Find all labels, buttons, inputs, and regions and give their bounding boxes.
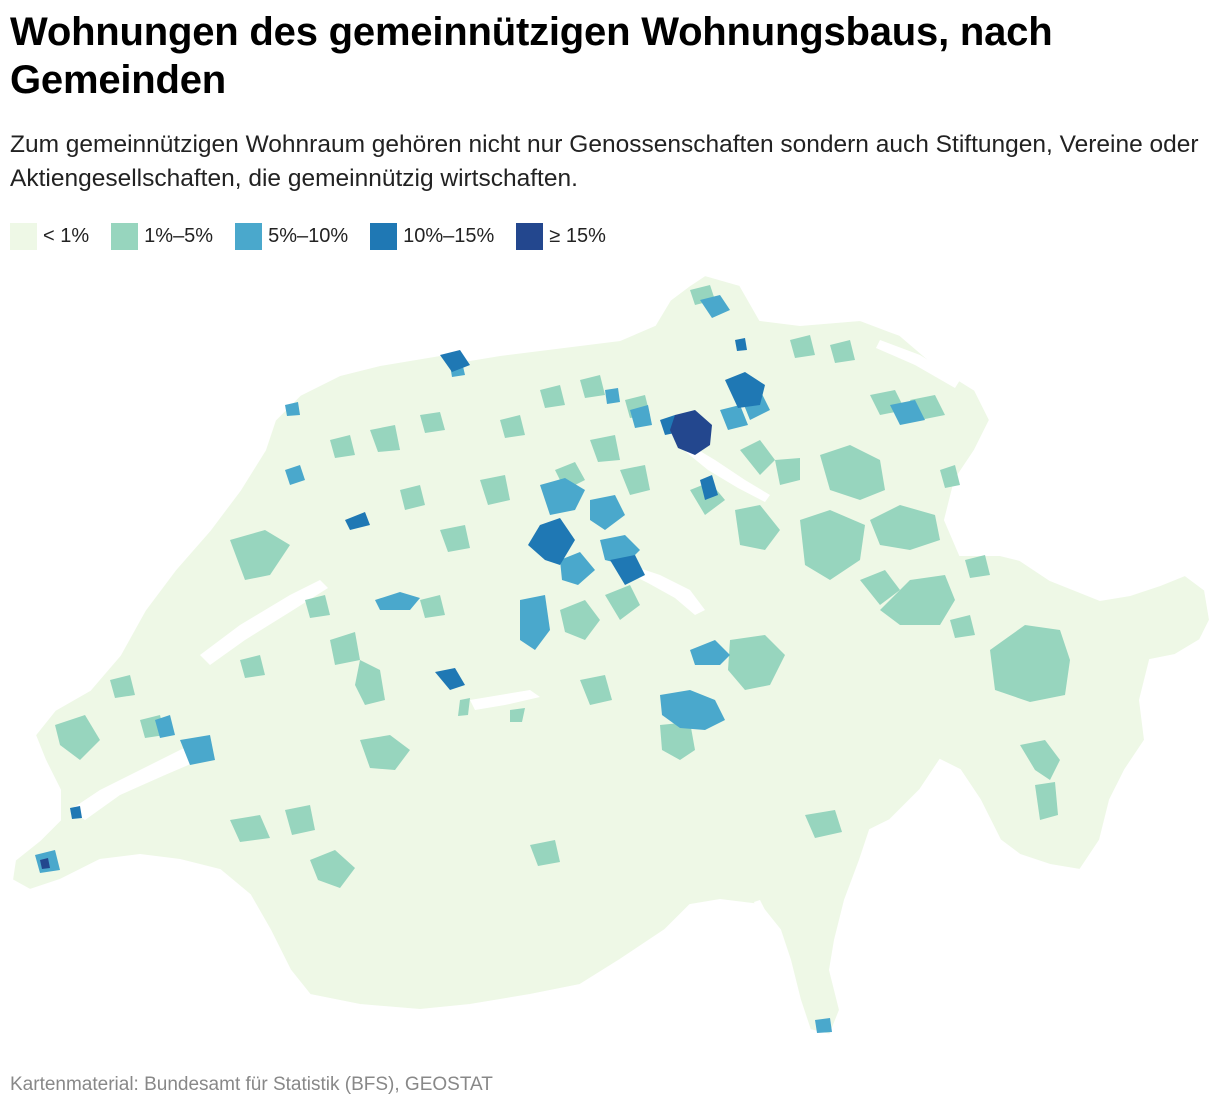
lake-constance [876,340,960,388]
legend-item-10-15: 10%–15% [370,222,495,250]
lake-thun [470,690,540,710]
legend-label: 10%–15% [403,224,495,247]
legend-swatch [10,222,37,250]
lake-zurich [686,445,770,502]
chart-subtitle: Zum gemeinnützigen Wohnraum gehören nich… [10,131,1199,192]
legend-item-gte15: ≥ 15% [516,222,606,250]
legend-label: ≥ 15% [549,224,606,247]
legend: < 1% 1%–5% 5%–10% 10%–15% ≥ 15% [10,222,628,250]
municipalities-1-5 [55,285,1070,888]
chart-title: Wohnungen des gemeinnützigen Wohnungsbau… [10,10,1053,102]
municipalities-10-15 [70,338,765,819]
legend-item-1-5: 1%–5% [111,222,214,250]
lakes [70,340,960,962]
legend-label: 1%–5% [144,224,214,247]
lake-maggiore [754,900,785,962]
legend-label: < 1% [43,224,90,247]
legend-label: 5%–10% [268,224,349,247]
legend-item-5-10: 5%–10% [235,222,349,250]
legend-swatch [516,222,544,250]
legend-swatch [111,222,139,250]
lake-geneva [70,745,200,820]
municipalities-gte15 [40,410,712,869]
legend-swatch [235,222,263,250]
switzerland-map [10,273,1212,1037]
country-shape [10,273,1212,1037]
legend-item-lt1: < 1% [10,222,90,250]
lake-neuchatel [200,580,328,665]
lake-lucerne [626,565,705,615]
source-note: Kartenmaterial: Bundesamt für Statistik … [10,1074,493,1095]
legend-swatch [370,222,398,250]
